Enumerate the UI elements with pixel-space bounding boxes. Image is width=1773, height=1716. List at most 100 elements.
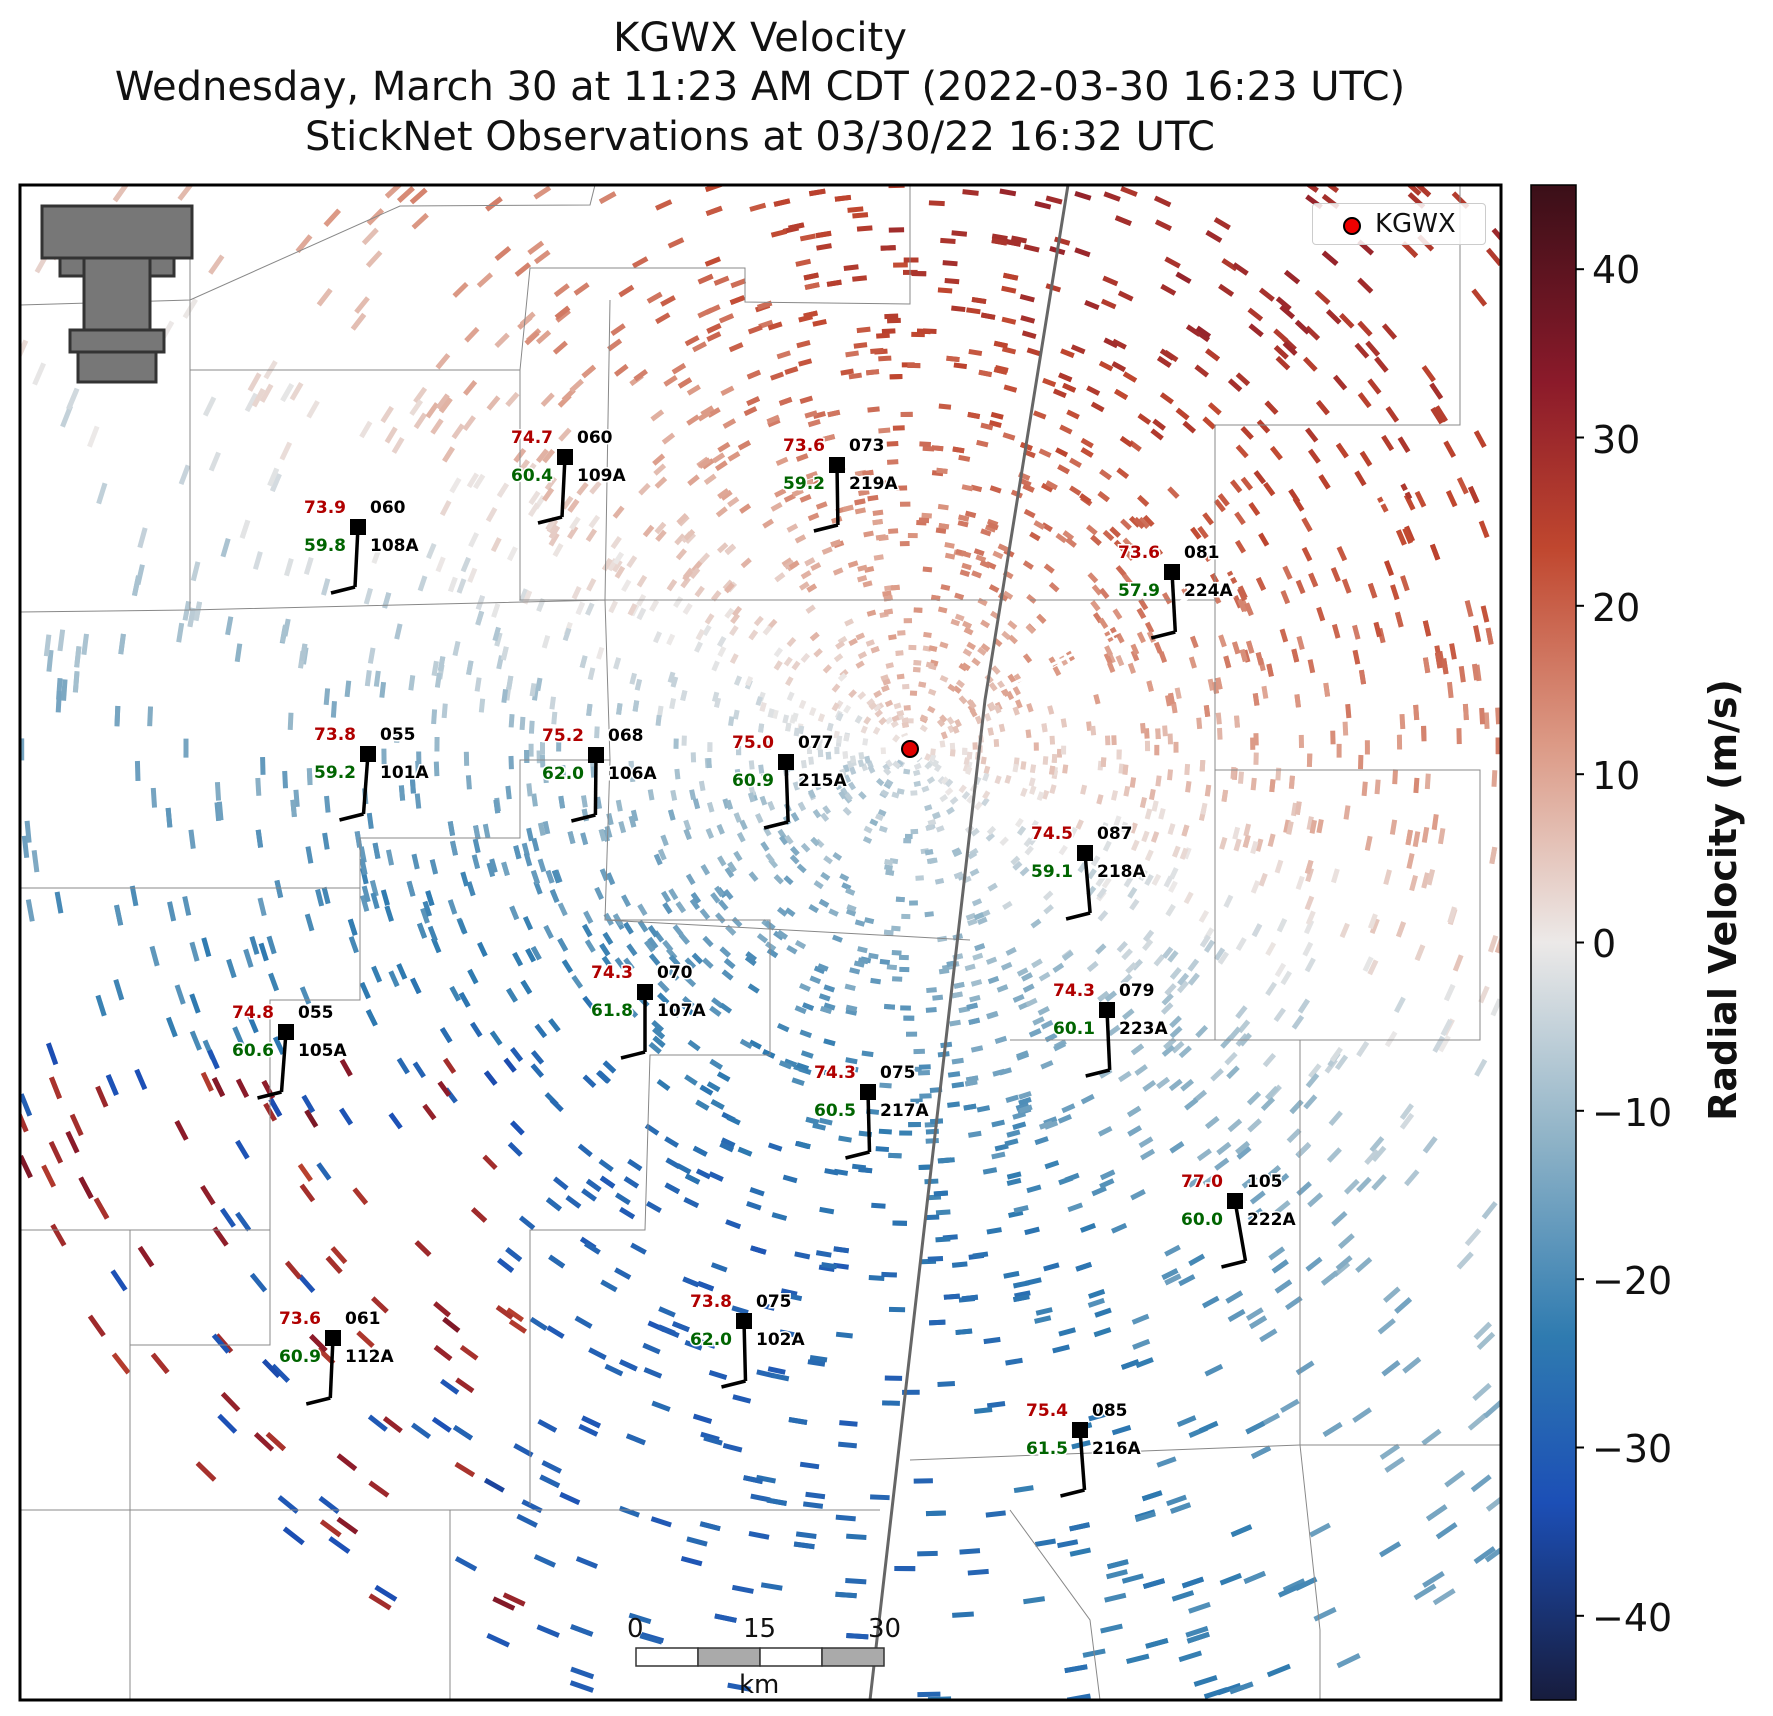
legend-label: KGWX [1375, 209, 1456, 239]
station-marker [637, 984, 653, 1000]
station-marker [350, 519, 366, 535]
station-temperature: 73.6 [1118, 543, 1160, 563]
colorbar-tick-neg40: −40 [1592, 1596, 1673, 1640]
station-dewpoint: 62.0 [690, 1330, 732, 1350]
colorbar-label: Radial Velocity (m/s) [1701, 679, 1745, 1121]
station-107A: 74.3 070 61.8 107A [590, 962, 708, 1060]
station-106A: 75.2 068 62.0 106A [541, 725, 659, 823]
station-id: 224A [1184, 581, 1233, 601]
radar-site-marker [896, 735, 924, 763]
station-id: 105A [298, 1041, 347, 1061]
station-marker [1099, 1002, 1115, 1018]
station-wind-direction: 073 [849, 436, 885, 456]
station-id: 218A [1097, 862, 1146, 882]
map-frame [18, 183, 1503, 1702]
station-dewpoint: 59.8 [304, 536, 346, 556]
station-temperature: 73.8 [314, 725, 356, 745]
station-temperature: 75.2 [542, 726, 584, 746]
station-222A: 77.0 105 60.0 222A [1180, 1171, 1298, 1269]
colorbar-ticks [1576, 268, 1584, 1617]
station-215A: 75.0 077 60.9 215A [731, 732, 849, 830]
wind-barb-feather [305, 1396, 331, 1406]
station-wind-direction: 075 [880, 1063, 916, 1083]
ttu-logo [40, 204, 194, 384]
station-wind-direction: 075 [756, 1292, 792, 1312]
wind-barb [784, 761, 790, 823]
station-marker [1227, 1193, 1243, 1209]
colorbar-tick-20: 20 [1592, 586, 1641, 630]
station-temperature: 74.7 [511, 428, 553, 448]
colorbar-tick-30: 30 [1592, 418, 1641, 462]
wind-barb-feather [537, 515, 563, 525]
wind-barb [835, 464, 840, 526]
wind-barb [560, 456, 567, 518]
station-dewpoint: 61.5 [1026, 1439, 1068, 1459]
wind-barb-feather [339, 812, 364, 822]
wind-barb-feather [330, 585, 356, 595]
wind-barb [593, 754, 598, 816]
station-108A: 73.9 060 59.8 108A [303, 497, 421, 595]
station-112A: 73.6 061 60.9 112A [278, 1308, 396, 1406]
station-id: 101A [380, 763, 429, 783]
wind-barb-feather [1065, 911, 1091, 921]
station-temperature: 73.6 [279, 1309, 321, 1329]
station-marker [860, 1084, 876, 1100]
wind-barb-feather [721, 1379, 746, 1389]
station-temperature: 73.6 [783, 436, 825, 456]
wind-barb-feather [570, 813, 596, 823]
station-dewpoint: 59.2 [783, 474, 825, 494]
station-102A: 73.8 075 62.0 102A [689, 1291, 807, 1389]
colorbar-tick-neg10: −10 [1592, 1091, 1673, 1135]
station-temperature: 74.3 [591, 963, 633, 983]
station-temperature: 74.3 [1053, 981, 1095, 1001]
station-id: 223A [1119, 1019, 1168, 1039]
station-id: 219A [849, 474, 898, 494]
station-dewpoint: 62.0 [542, 764, 584, 784]
colorbar-tick-0: 0 [1592, 922, 1617, 966]
wind-barb-feather [1150, 630, 1176, 640]
wind-barb [866, 1091, 872, 1153]
station-marker [278, 1024, 294, 1040]
station-224A: 73.6 081 57.9 224A [1117, 542, 1235, 640]
station-wind-direction: 087 [1097, 824, 1133, 844]
station-marker [829, 457, 845, 473]
wind-barb [1170, 571, 1178, 633]
title-line-3: StickNet Observations at 03/30/22 16:32 … [305, 114, 1215, 160]
station-217A: 74.3 075 60.5 217A [813, 1062, 931, 1160]
title-line-2: Wednesday, March 30 at 11:23 AM CDT (202… [114, 64, 1406, 110]
station-218A: 74.5 087 59.1 218A [1030, 823, 1148, 921]
station-temperature: 74.5 [1031, 824, 1073, 844]
station-109A: 74.7 060 60.4 109A [510, 427, 628, 525]
station-wind-direction: 070 [657, 963, 693, 983]
station-dewpoint: 60.0 [1181, 1210, 1223, 1230]
station-wind-direction: 077 [798, 733, 834, 753]
station-id: 112A [345, 1347, 394, 1367]
station-dewpoint: 60.4 [511, 466, 553, 486]
station-dewpoint: 60.9 [732, 771, 774, 791]
colorbar [1530, 184, 1577, 1701]
station-temperature: 73.9 [304, 498, 346, 518]
wind-barb [328, 1337, 335, 1399]
scale-label-15: 15 [743, 1614, 777, 1644]
station-marker [736, 1313, 752, 1329]
station-temperature: 73.8 [690, 1292, 732, 1312]
station-223A: 74.3 079 60.1 223A [1052, 980, 1170, 1078]
map-background [20, 185, 1501, 1700]
scale-label-0: 0 [627, 1614, 644, 1644]
station-temperature: 74.8 [232, 1003, 274, 1023]
station-dewpoint: 59.1 [1031, 862, 1073, 882]
station-dewpoint: 60.1 [1053, 1019, 1095, 1039]
station-wind-direction: 085 [1092, 1401, 1128, 1421]
wind-barb-feather [763, 820, 789, 830]
station-id: 215A [798, 771, 847, 791]
scale-bar [635, 1647, 885, 1667]
station-id: 102A [756, 1330, 805, 1350]
station-marker [1164, 564, 1180, 580]
station-wind-direction: 068 [608, 726, 644, 746]
colorbar-tick-neg20: −20 [1592, 1259, 1673, 1303]
station-216A: 75.4 085 61.5 216A [1025, 1400, 1143, 1498]
wind-barb-feather [1060, 1488, 1085, 1498]
wind-barb [361, 753, 370, 815]
station-wind-direction: 060 [370, 498, 406, 518]
title-line-1: KGWX Velocity [613, 15, 907, 61]
